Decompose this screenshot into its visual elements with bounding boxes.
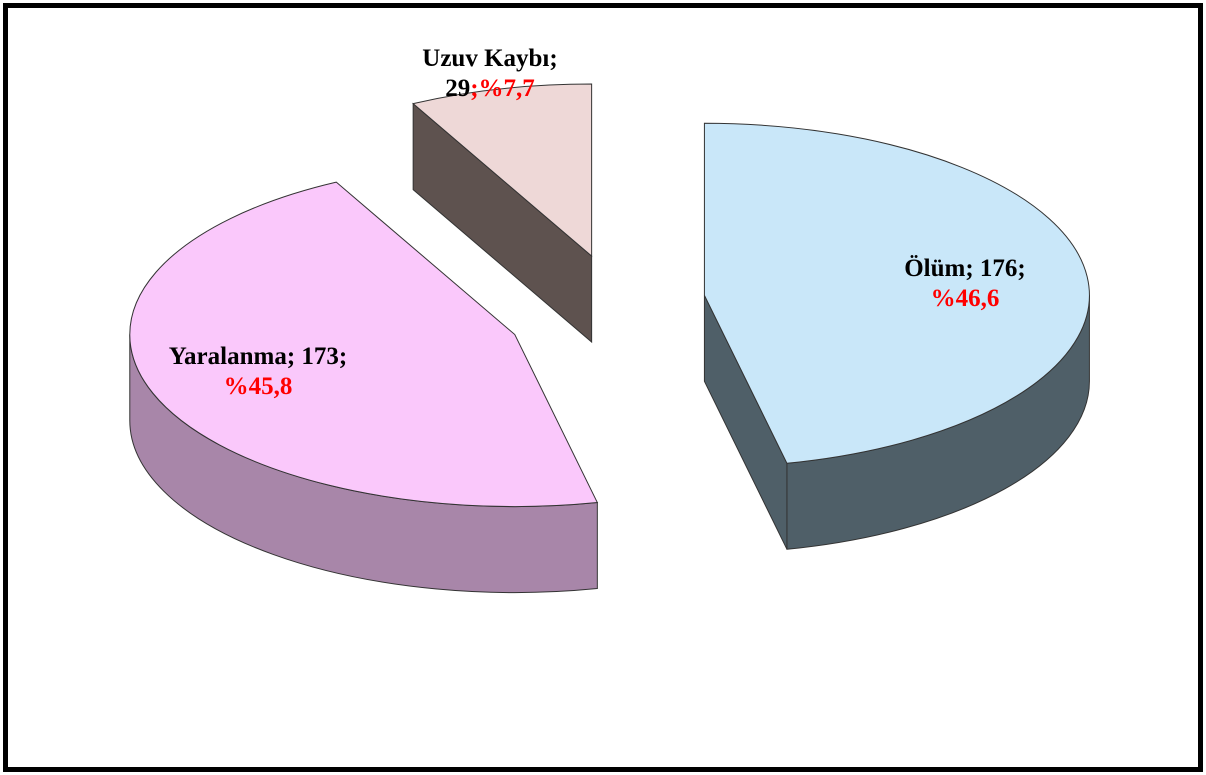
data-label: Ölüm; 176; %46,6: [904, 254, 1026, 314]
slice: [412, 83, 593, 258]
slice: [703, 122, 1090, 464]
slice: [129, 181, 599, 508]
percent-label: %46,6: [930, 285, 1000, 312]
percent-label: ;%7,7: [470, 75, 535, 102]
percent-label: %45,8: [223, 373, 293, 400]
value-label: Yaralanma; 173;: [168, 343, 348, 370]
value-label: Ölüm; 176;: [904, 255, 1026, 282]
value-label: Uzuv Kaybı; 29: [422, 45, 558, 102]
frame: [3, 3, 1203, 772]
data-label: Uzuv Kaybı; 29;%7,7: [422, 44, 557, 104]
data-label: Yaralanma; 173; %45,8: [169, 342, 347, 402]
